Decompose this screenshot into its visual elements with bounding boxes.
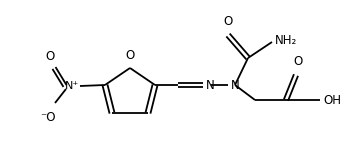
Text: NH₂: NH₂ (275, 34, 297, 46)
Text: N: N (206, 79, 215, 91)
Text: O: O (223, 15, 233, 28)
Text: O: O (125, 49, 135, 62)
Text: N⁺: N⁺ (65, 81, 79, 91)
Text: O: O (293, 55, 302, 68)
Text: O: O (46, 50, 55, 63)
Text: N: N (231, 79, 240, 91)
Text: ⁻O: ⁻O (40, 111, 56, 124)
Text: OH: OH (323, 93, 341, 106)
